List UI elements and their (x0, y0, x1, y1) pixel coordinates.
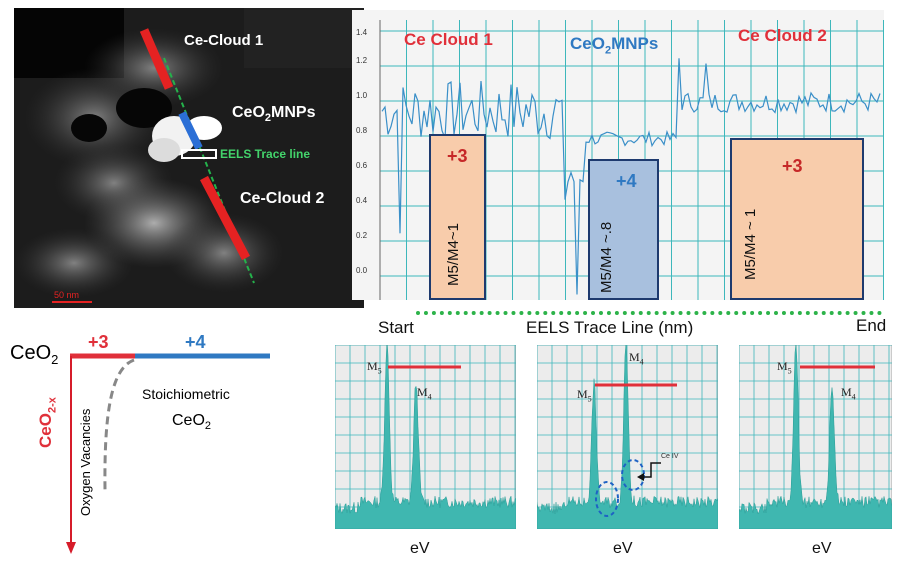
m4-peak-label: M4 (841, 385, 856, 402)
spectrum-panel-1: M5 M4 (334, 339, 517, 530)
spectrum-panel-2: M5 M4 Ce IV (536, 343, 719, 530)
y-tick: 0.2 (356, 231, 368, 240)
m4-peak-label: M4 (629, 350, 644, 367)
scale-bar-label: 50 nm (54, 290, 80, 300)
oxygen-vacancies-label: Oxygen Vacancies (78, 408, 93, 516)
region-box-cloud-1: +3 M5/M4~1 (429, 134, 486, 300)
ceiv-circle-1 (595, 481, 619, 517)
ce-cloud-1-title: Ce Cloud 1 (404, 30, 493, 49)
stem-micrograph: Ce-Cloud 1 CeO2MNPs EELS Trace line Ce-C… (14, 8, 364, 308)
ceo2-mnps-label: CeO2MNPs (232, 104, 316, 125)
y-tick: 0.4 (356, 196, 368, 205)
region-box-mnps: +4 M5/M4 ~.8 (588, 159, 659, 300)
micrograph-image (14, 8, 364, 308)
spectrum-svg (334, 339, 517, 530)
ce-cloud-2-label: Ce-Cloud 2 (240, 190, 325, 207)
spectrum-signal (536, 343, 719, 530)
m5-peak-label: M5 (577, 387, 592, 404)
ce-cloud-2-title: Ce Cloud 2 (738, 26, 827, 45)
m5-peak-label: M5 (367, 359, 382, 376)
ceo2-mnps-title: CeO2MNPs (570, 34, 659, 57)
oxidation-schematic: CeO2 +3 +4 CeO2-x Oxygen Vacancies Stoic… (0, 320, 330, 564)
spectrum-signal (334, 339, 517, 530)
eels-ratio-trace (381, 58, 881, 295)
y-tick: 1.2 (356, 56, 368, 65)
y-tick: 0.0 (356, 266, 368, 275)
y-tick: 0.8 (356, 126, 368, 135)
trace-axis-label: EELS Trace Line (nm) (526, 318, 694, 337)
m5-m4-ratio: M5/M4~1 (445, 223, 462, 286)
ce-cloud-1-label: Ce-Cloud 1 (184, 32, 264, 49)
spectrum-2-xlabel: eV (613, 540, 633, 557)
y-tick: 1.4 (356, 28, 368, 37)
oxidation-state: +4 (616, 171, 637, 191)
m4-peak-label: M4 (417, 385, 432, 402)
stoichiometric-label: Stoichiometric (142, 386, 230, 402)
trace-start-label: Start (378, 318, 414, 337)
y-tick: 1.0 (356, 91, 368, 100)
trace-end-label: End (856, 316, 887, 335)
y-tick: 0.6 (356, 161, 368, 170)
oxidation-state: +3 (782, 156, 803, 176)
spectrum-panel-3: M5 M4 (738, 342, 893, 530)
eels-trace-chart: 1.4 1.2 1.0 0.8 0.6 0.4 0.2 0.0 Ce Cloud… (352, 10, 884, 300)
spectrum-signal (738, 342, 893, 530)
ceo2-x-label: CeO2-x (36, 397, 59, 448)
ceiv-annotation: Ce IV (661, 453, 679, 460)
ceo2-formula: CeO2 (10, 342, 59, 367)
ox-plus-3-label: +3 (88, 332, 109, 352)
trace-axis-dotted-line (416, 311, 882, 315)
m5-peak-label: M5 (777, 359, 792, 376)
spectrum-1-xlabel: eV (410, 540, 430, 557)
eels-trace-line-label: EELS Trace line (220, 147, 311, 161)
ceiv-arrow (641, 462, 661, 478)
spectrum-svg (536, 343, 719, 530)
spectrum-svg (738, 342, 893, 530)
stoich-ceo2-label: CeO2 (172, 412, 212, 433)
oxidation-state: +3 (447, 146, 468, 166)
ceiv-arrowhead (637, 473, 644, 481)
ox-plus-4-label: +4 (185, 332, 206, 352)
spectrum-3-xlabel: eV (812, 540, 832, 557)
schematic-svg (66, 353, 270, 554)
y-tick-labels: 1.4 1.2 1.0 0.8 0.6 0.4 0.2 0.0 (356, 22, 367, 288)
region-box-cloud-2: +3 M5/M4 ~ 1 (730, 138, 864, 300)
m5-m4-ratio: M5/M4 ~.8 (598, 221, 615, 293)
m5-m4-ratio: M5/M4 ~ 1 (742, 208, 759, 280)
